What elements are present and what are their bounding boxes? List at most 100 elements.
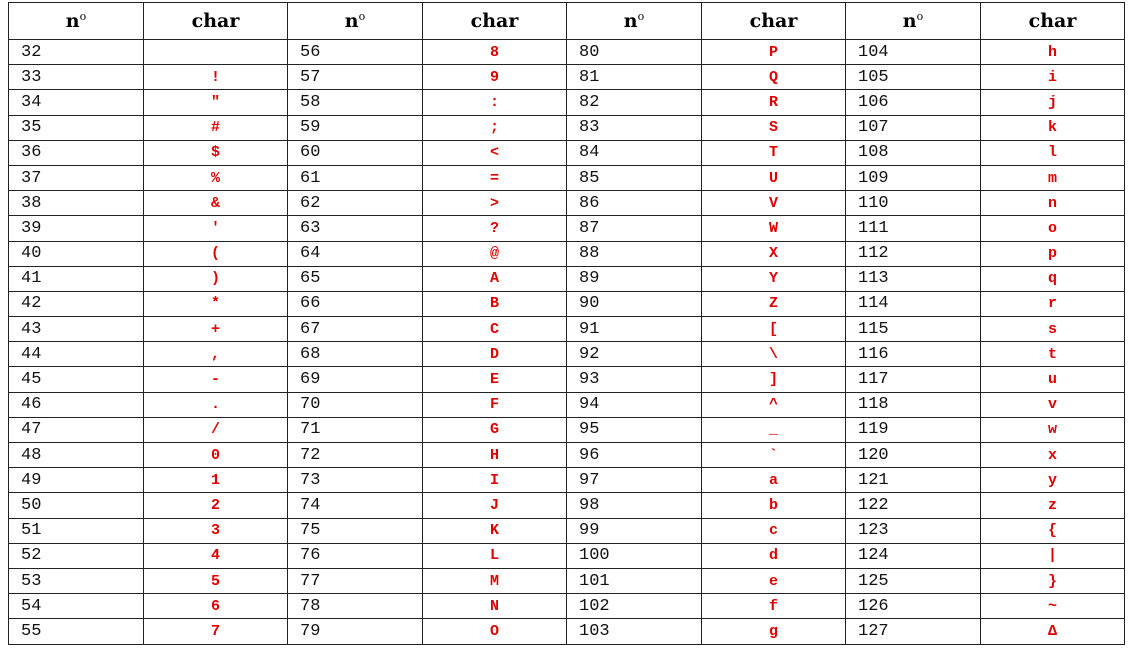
character-cell: e bbox=[701, 567, 846, 595]
character-cell: v bbox=[980, 391, 1125, 418]
character-cell: B bbox=[422, 290, 567, 318]
code-number-cell: 117 bbox=[845, 366, 981, 393]
code-number-cell: 45 bbox=[8, 366, 144, 393]
code-number-cell: 77 bbox=[287, 567, 423, 595]
header-number-label: n bbox=[65, 10, 80, 32]
character-cell: \ bbox=[701, 341, 846, 368]
character-cell: - bbox=[143, 366, 288, 393]
character-cell: ( bbox=[143, 240, 288, 267]
code-number-cell: 106 bbox=[845, 89, 981, 116]
character-cell: N bbox=[422, 593, 567, 620]
table-row: 43 +67 C 91[115 s bbox=[8, 316, 1125, 343]
character-cell: Q bbox=[701, 64, 846, 91]
character-cell bbox=[143, 38, 288, 66]
character-cell: w bbox=[980, 416, 1125, 444]
code-number-cell: 76 bbox=[287, 542, 423, 569]
code-number-cell: 64 bbox=[287, 240, 423, 267]
character-cell: ^ bbox=[701, 391, 846, 418]
code-number-cell: 114 bbox=[845, 290, 981, 318]
code-number-cell: 108 bbox=[845, 139, 981, 166]
character-cell: k bbox=[980, 114, 1125, 141]
code-number-cell: 101 bbox=[566, 567, 702, 595]
table-row: 53 5 77 M 101 e 125} bbox=[8, 567, 1125, 595]
header-number-col-3: no bbox=[566, 2, 702, 40]
character-cell: r bbox=[980, 290, 1125, 318]
character-cell: u bbox=[980, 366, 1125, 393]
code-number-cell: 36 bbox=[8, 139, 144, 166]
header-char-col-1: char bbox=[143, 2, 288, 40]
table-row: 54 6 78 N 102 f 126 ~ bbox=[8, 593, 1125, 620]
code-number-cell: 104 bbox=[845, 38, 981, 66]
code-number-cell: 32 bbox=[8, 38, 144, 66]
code-number-cell: 60 bbox=[287, 139, 423, 166]
header-number-col-4: no bbox=[845, 2, 981, 40]
code-number-cell: 98 bbox=[566, 492, 702, 519]
table-row: 35 #59; 83 S 107 k bbox=[8, 114, 1125, 141]
character-cell: 7 bbox=[143, 618, 288, 645]
code-number-cell: 69 bbox=[287, 366, 423, 393]
character-cell: 6 bbox=[143, 593, 288, 620]
character-cell: n bbox=[980, 190, 1125, 217]
code-number-cell: 46 bbox=[8, 391, 144, 418]
table-header: no char no char no char no char bbox=[8, 2, 1125, 40]
character-cell: 1 bbox=[143, 467, 288, 494]
table-row: 34 " 58:82 R 106 j bbox=[8, 89, 1125, 116]
table-row: 55 7 79 O 103 g 127 Δ bbox=[8, 618, 1125, 645]
character-cell: | bbox=[980, 542, 1125, 569]
character-cell: C bbox=[422, 316, 567, 343]
code-number-cell: 40 bbox=[8, 240, 144, 267]
character-cell: W bbox=[701, 215, 846, 242]
code-number-cell: 59 bbox=[287, 114, 423, 141]
character-cell: F bbox=[422, 391, 567, 418]
code-number-cell: 107 bbox=[845, 114, 981, 141]
character-cell: 4 bbox=[143, 542, 288, 569]
code-number-cell: 74 bbox=[287, 492, 423, 519]
header-number-label: n bbox=[344, 10, 359, 32]
character-cell: ) bbox=[143, 265, 288, 292]
table-row: 37% 61 = 85 U 109 m bbox=[8, 164, 1125, 192]
character-cell: A bbox=[422, 265, 567, 292]
character-cell: l bbox=[980, 139, 1125, 166]
table-row: 33! 57 9 81 Q 105 i bbox=[8, 64, 1125, 91]
table-row: 50 2 74 J 98 b 122 z bbox=[8, 492, 1125, 519]
code-number-cell: 92 bbox=[566, 341, 702, 368]
character-cell: / bbox=[143, 416, 288, 444]
character-cell: ! bbox=[143, 64, 288, 91]
header-number-col-1: no bbox=[8, 2, 144, 40]
code-number-cell: 91 bbox=[566, 316, 702, 343]
code-number-cell: 93 bbox=[566, 366, 702, 393]
code-number-cell: 34 bbox=[8, 89, 144, 116]
code-number-cell: 33 bbox=[8, 64, 144, 91]
code-number-cell: 85 bbox=[566, 164, 702, 192]
code-number-cell: 52 bbox=[8, 542, 144, 569]
code-number-cell: 37 bbox=[8, 164, 144, 192]
character-cell: X bbox=[701, 240, 846, 267]
character-cell: " bbox=[143, 89, 288, 116]
character-cell: ? bbox=[422, 215, 567, 242]
character-cell: 9 bbox=[422, 64, 567, 91]
code-number-cell: 43 bbox=[8, 316, 144, 343]
header-char-col-3: char bbox=[701, 2, 846, 40]
character-cell: } bbox=[980, 567, 1125, 595]
character-cell: @ bbox=[422, 240, 567, 267]
code-number-cell: 83 bbox=[566, 114, 702, 141]
character-cell: H bbox=[422, 441, 567, 469]
character-cell: V bbox=[701, 190, 846, 217]
character-cell: a bbox=[701, 467, 846, 494]
code-number-cell: 111 bbox=[845, 215, 981, 242]
code-number-cell: 65 bbox=[287, 265, 423, 292]
header-number-degree: o bbox=[637, 10, 645, 23]
character-cell: z bbox=[980, 492, 1125, 519]
code-number-cell: 41 bbox=[8, 265, 144, 292]
code-number-cell: 67 bbox=[287, 316, 423, 343]
header-row: no char no char no char no char bbox=[8, 2, 1125, 40]
character-cell: 3 bbox=[143, 517, 288, 544]
character-cell: * bbox=[143, 290, 288, 318]
character-cell: p bbox=[980, 240, 1125, 267]
character-cell: D bbox=[422, 341, 567, 368]
code-number-cell: 61 bbox=[287, 164, 423, 192]
character-cell: P bbox=[701, 38, 846, 66]
character-cell: j bbox=[980, 89, 1125, 116]
code-number-cell: 125 bbox=[845, 567, 981, 595]
code-number-cell: 78 bbox=[287, 593, 423, 620]
